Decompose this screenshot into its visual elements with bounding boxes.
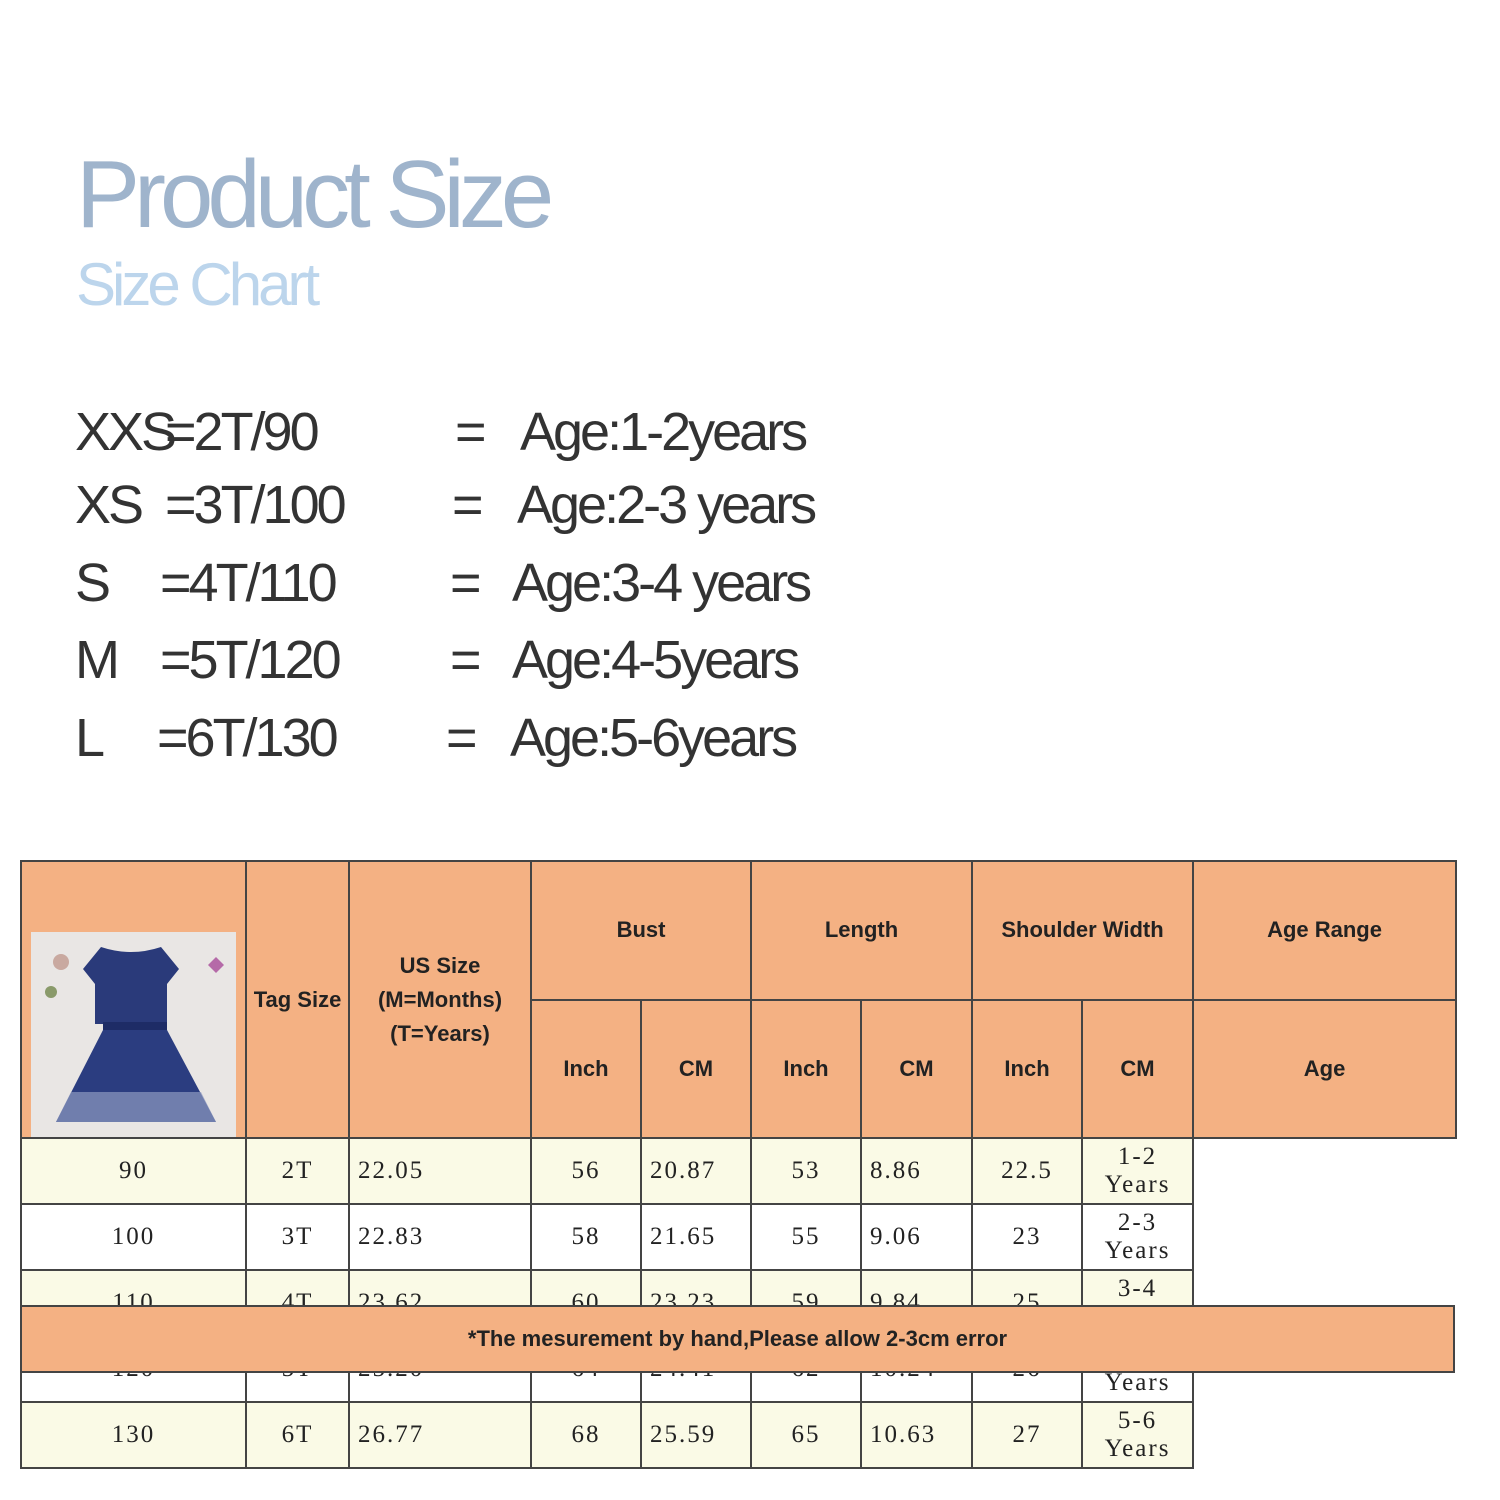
- table-cell: 1-2 Years: [1081, 1137, 1195, 1205]
- size-map-eq2: =: [450, 553, 482, 613]
- page-subtitle: Size Chart: [76, 251, 320, 318]
- table-cell: 53: [750, 1137, 863, 1205]
- table-cell: 65: [750, 1401, 863, 1469]
- header-shoulder-inch: Inch: [971, 998, 1084, 1139]
- header-us-size-line2: (M=Months): [377, 986, 503, 1012]
- size-map-size: L: [75, 708, 105, 768]
- size-map-eq2: =: [455, 402, 487, 462]
- header-shoulder-cm: CM: [1081, 998, 1195, 1139]
- size-map-size: M: [75, 630, 120, 690]
- table-cell: 55: [750, 1203, 863, 1271]
- header-tag-size: Tag Size: [245, 860, 350, 1139]
- table-cell: 56: [530, 1137, 642, 1205]
- size-map-size: XXS: [75, 402, 177, 462]
- footnote-table: *The mesurement by hand,Please allow 2-3…: [20, 1305, 1455, 1373]
- table-cell: 10.63: [860, 1401, 974, 1469]
- table-cell: 68: [530, 1401, 642, 1469]
- table-cell: 2T: [245, 1137, 350, 1205]
- header-us-size-line3: (T=Years): [390, 1020, 490, 1046]
- dress-image: [31, 932, 236, 1137]
- table-cell: 22.5: [971, 1137, 1084, 1205]
- size-map-eq: =3T/100: [165, 475, 347, 535]
- table-cell: 8.86: [860, 1137, 974, 1205]
- table-cell: 26.77: [348, 1401, 532, 1469]
- header-age-range: Age Range: [1192, 860, 1458, 1001]
- size-map-eq: =4T/110: [160, 553, 338, 613]
- table-cell: 27: [971, 1401, 1084, 1469]
- table-cell: 21.65: [639, 1203, 753, 1271]
- table-cell: 100: [20, 1203, 247, 1271]
- header-bust-cm: CM: [639, 998, 753, 1139]
- size-map-eq: =5T/120: [160, 630, 342, 690]
- header-us-size: US Size (M=Months) (T=Years): [348, 860, 532, 1139]
- table-cell: 5-6 Years: [1081, 1401, 1195, 1469]
- table-cell: 9.06: [860, 1203, 974, 1271]
- table-cell: 22.05: [348, 1137, 532, 1205]
- footnote: *The mesurement by hand,Please allow 2-3…: [20, 1305, 1455, 1373]
- table-cell: 2-3 Years: [1081, 1203, 1195, 1271]
- header-us-size-line1: US Size: [399, 952, 481, 978]
- table-cell: 22.83: [348, 1203, 532, 1271]
- table-cell: 20.87: [639, 1137, 753, 1205]
- header-length: Length: [750, 860, 974, 1001]
- header-bust: Bust: [529, 860, 753, 1001]
- page-title: Product Size: [76, 141, 554, 248]
- size-map-eq2: =: [452, 475, 484, 535]
- size-table: Tag Size US Size (M=Months) (T=Years) Bu…: [20, 860, 1458, 1469]
- size-map-age: Age:1-2years: [520, 402, 808, 462]
- table-row: 130 6T 26.77 68 25.59 65 10.63 27 5-6 Years: [20, 1401, 1456, 1469]
- size-map-eq: =6T/130: [157, 708, 339, 768]
- table-cell: 90: [20, 1137, 247, 1205]
- size-map-eq: =2T/90: [165, 402, 320, 462]
- product-image: [20, 860, 247, 1139]
- table-cell: 6T: [245, 1401, 350, 1469]
- table-cell: 3T: [245, 1203, 350, 1271]
- size-map-age: Age:3-4 years: [512, 553, 812, 613]
- table-cell: 130: [20, 1401, 247, 1469]
- size-map-size: S: [75, 553, 111, 613]
- header-age: Age: [1192, 998, 1458, 1139]
- size-map-size: XS: [75, 475, 144, 535]
- header-length-inch: Inch: [750, 998, 863, 1139]
- table-cell: 23: [971, 1203, 1084, 1271]
- header-length-cm: CM: [860, 998, 974, 1139]
- table-cell: 25.59: [639, 1401, 753, 1469]
- header-shoulder: Shoulder Width: [971, 860, 1195, 1001]
- size-map-eq2: =: [450, 630, 482, 690]
- size-map-age: Age:2-3 years: [517, 475, 817, 535]
- size-map-age: Age:4-5years: [512, 630, 800, 690]
- table-cell: 58: [530, 1203, 642, 1271]
- header-bust-inch: Inch: [530, 998, 642, 1139]
- table-row: 90 2T 22.05 56 20.87 53 8.86 22.5 1-2 Years: [20, 1137, 1456, 1205]
- size-map-eq2: =: [446, 708, 478, 768]
- table-row: 100 3T 22.83 58 21.65 55 9.06 23 2-3 Years: [20, 1203, 1456, 1271]
- size-map-age: Age:5-6years: [510, 708, 798, 768]
